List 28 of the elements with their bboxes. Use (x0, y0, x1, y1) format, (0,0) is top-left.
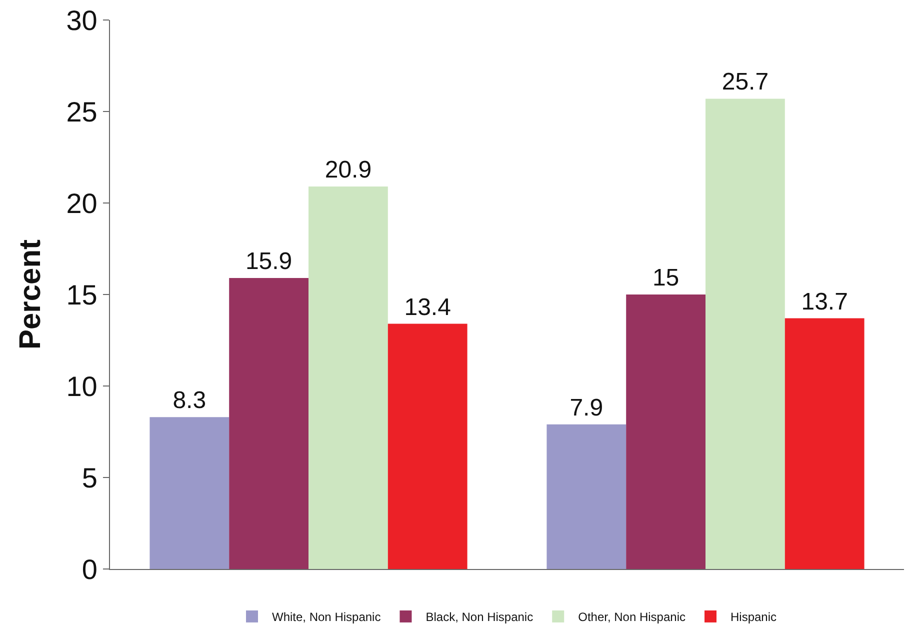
bar (388, 324, 468, 569)
legend-label: White, Non Hispanic (272, 610, 381, 624)
legend-label: Other, Non Hispanic (578, 610, 686, 624)
y-tick-label: 30 (66, 4, 98, 36)
bar (784, 318, 864, 569)
y-tick-label: 5 (82, 462, 98, 494)
data-label: 25.7 (722, 68, 769, 96)
bar (626, 294, 706, 569)
bar (150, 417, 230, 569)
bar (229, 278, 308, 569)
data-label: 13.7 (801, 288, 848, 316)
y-tick-label: 25 (66, 96, 98, 128)
y-tick-label: 10 (66, 370, 98, 402)
data-label: 20.9 (324, 156, 372, 184)
bar (546, 424, 626, 569)
legend-label: Black, Non Hispanic (426, 610, 534, 624)
data-label: 7.9 (570, 394, 604, 422)
data-label: 8.3 (172, 387, 206, 414)
y-tick-label: 15 (66, 279, 98, 310)
data-label: 15.9 (245, 248, 292, 276)
y-axis-title: Percent (14, 239, 47, 350)
data-label: 13.4 (404, 294, 451, 321)
bar (308, 186, 388, 569)
y-tick-label: 0 (82, 554, 98, 585)
bar (706, 98, 785, 569)
legend-label: Hispanic (730, 610, 777, 624)
data-label: 15 (652, 264, 680, 292)
y-tick-label: 20 (66, 188, 98, 219)
